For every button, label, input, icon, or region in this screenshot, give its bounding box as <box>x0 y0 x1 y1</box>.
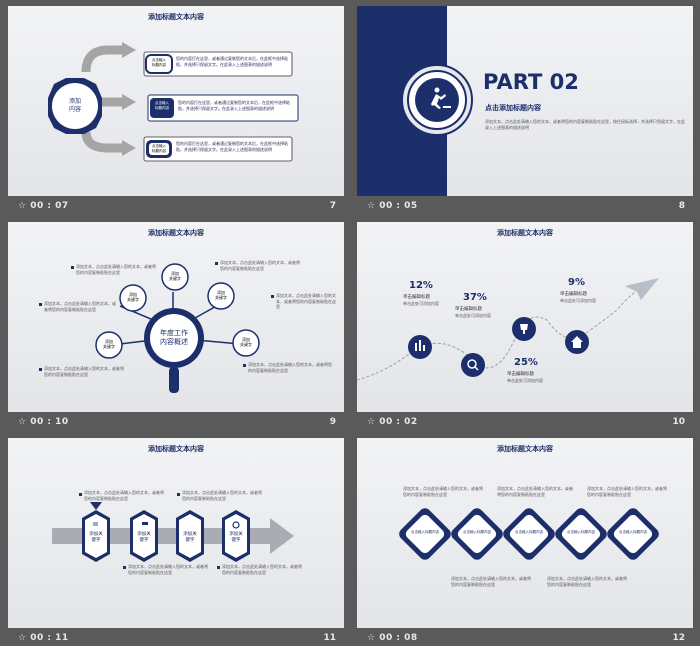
slide-number: 12 <box>672 633 685 643</box>
slide-title: 添加标题文本内容 <box>497 445 553 453</box>
long-arrow <box>52 518 294 554</box>
keyword-1: 添加 关键字 <box>169 271 181 281</box>
desc-top-3: 添加文本，点击此处请输入您的文本，或者将您的内容复制粘贴在这里 <box>587 486 667 497</box>
sublabel-4: 单击此处可添加内容 <box>560 298 596 303</box>
slide-number: 8 <box>678 201 685 211</box>
desc-bottom-1: 添加文本，点击此处请输入您的文本，或者将您的内容复制粘贴在这里 <box>451 576 531 587</box>
step-4-label: 添加关 键字 <box>229 532 243 543</box>
keyword-5: 添加 关键字 <box>240 337 252 347</box>
slide-title: 添加标题文本内容 <box>148 445 204 453</box>
label-3: 单击编辑标题 <box>507 372 534 377</box>
slide-graphic <box>48 42 299 162</box>
slide-preview[interactable]: 添加标题文本内容 <box>8 222 344 412</box>
slide-number: 11 <box>323 633 336 643</box>
desc-1: 添加文本，点击此处请输入您的文本，或者将您的内容复制粘贴在这里 <box>76 264 156 275</box>
slide-preview[interactable]: 添加标题文本内容 添加 内容 点击输入 标题内容 您的内容打在这里，或者通过复制… <box>8 6 344 196</box>
slide-number: 7 <box>329 201 336 211</box>
part-desc: 添加文本，点击此处请输入您的文本，或者将您的内容复制粘贴在这里，按住鼠标选择，并… <box>485 119 685 130</box>
percent-3: 25% <box>514 357 538 368</box>
diamond-nodes <box>399 508 659 560</box>
slide-preview[interactable]: PART 02 点击添加标题内容 添加文本，点击此处请输入您的文本，或者将您的内… <box>357 6 693 196</box>
slide-footer: ☆ 00 : 08 12 <box>357 630 693 646</box>
slide-preview[interactable]: 添加标题文本内容 添加 <box>8 438 344 628</box>
transition-time: ☆ 00 : 07 <box>18 201 69 211</box>
slide-graphic <box>52 493 294 569</box>
keyword-4: 添加 关键字 <box>103 339 115 349</box>
keyword-circles <box>95 263 260 359</box>
center-label: 年度工作 内容概述 <box>160 329 188 346</box>
node-5-label: 点击输入标题内容 <box>619 530 647 534</box>
slide-number: 9 <box>329 417 336 427</box>
box-2-label: 点击输入 标题内容 <box>155 101 169 110</box>
slide-footer: ☆ 00 : 10 9 <box>8 414 344 430</box>
slide-footer: ☆ 00 : 11 11 <box>8 630 344 646</box>
transition-time: ☆ 00 : 02 <box>367 417 418 427</box>
percent-2: 37% <box>463 292 487 303</box>
transition-time: ☆ 00 : 11 <box>18 633 69 643</box>
transition-time: ☆ 00 : 10 <box>18 417 69 427</box>
node-1-label: 点击输入标题内容 <box>411 530 439 534</box>
box-2-text: 您的内容打在这里，或者通过复制您的文本后，在此框中选择粘贴，并选择只保留文字。在… <box>178 100 290 111</box>
slide-footer: ☆ 00 : 02 10 <box>357 414 693 430</box>
desc-top-2: 添加文本，点击此处请输入您的文本，或者将您的内容复制粘贴在这里 <box>182 490 262 501</box>
slide-number: 10 <box>672 417 685 427</box>
label-1: 单击编辑标题 <box>403 295 430 300</box>
arrow-up <box>81 45 126 73</box>
desc-2: 添加文本，点击此处请输入您的文本，或者将您的内容复制粘贴在这里 <box>220 260 300 271</box>
slide-graphic <box>39 262 274 393</box>
box-3-text: 您的内容打在这里，或者通过复制您的文本后，在此框中选择粘贴，并选择只保留文字。在… <box>176 141 288 152</box>
label-4: 单击编辑标题 <box>560 292 587 297</box>
box-1-text: 您的内容打在这里，或者通过复制您的文本后，在此框中选择粘贴，并选择只保留文字。在… <box>176 56 288 67</box>
magnifier-handle <box>169 367 179 393</box>
paper-plane-icon <box>625 278 659 300</box>
desc-bottom-2: 添加文本，点击此处请输入您的文本，或者将您的内容复制粘贴在这里 <box>547 576 627 587</box>
label-2: 单击编辑标题 <box>455 307 482 312</box>
keyword-3: 添加 关键字 <box>215 290 227 300</box>
center-label: 添加 内容 <box>68 98 81 113</box>
box-3-label: 点击输入 标题内容 <box>152 144 166 153</box>
percent-1: 12% <box>409 280 433 291</box>
desc-5: 添加文本，点击此处请输入您的文本，或者将您的内容复制粘贴在这里 <box>44 366 124 377</box>
transition-time: ☆ 00 : 08 <box>367 633 418 643</box>
part-title: PART 02 <box>483 70 579 94</box>
slide-preview[interactable]: 添加标题文本内容 12% 37% 25% 9% 单击编辑标题 单击此处可添加内容… <box>357 222 693 412</box>
desc-top-1: 添加文本，点击此处请输入您的文本，或者将您的内容复制粘贴在这里 <box>84 490 164 501</box>
hexagon-steps <box>82 510 250 562</box>
runner-icon <box>431 87 451 109</box>
dashed-path <box>357 283 648 381</box>
slide-title: 添加标题文本内容 <box>148 13 204 21</box>
node-2-label: 点击输入标题内容 <box>463 530 491 534</box>
sublabel-3: 单击此处可添加内容 <box>507 378 543 383</box>
slide-title: 添加标题文本内容 <box>148 229 204 237</box>
desc-4: 添加文本，点击此处请输入您的文本，或者将您的内容复制粘贴在这里 <box>276 293 336 309</box>
slide-footer: ☆ 00 : 07 7 <box>8 198 344 214</box>
step-1-label: 添加关 键字 <box>89 532 103 543</box>
transition-time: ☆ 00 : 05 <box>367 201 418 211</box>
desc-top-1: 添加文本，点击此处请输入您的文本，或者将您的内容复制粘贴在这里 <box>403 486 483 497</box>
slide-preview[interactable]: 添加标题文本内容 点击输入标题内容 点击输入标题内容 点击输入标题内容 点击输入… <box>357 438 693 628</box>
desc-3: 添加文本，点击此处请输入您的文本，或者将您的内容复制粘贴在这里 <box>44 301 116 312</box>
percent-4: 9% <box>568 277 585 288</box>
node-3-label: 点击输入标题内容 <box>515 530 543 534</box>
slide-footer: ☆ 00 : 05 8 <box>357 198 693 214</box>
keyword-2: 添加 关键字 <box>127 292 139 302</box>
slide-title: 添加标题文本内容 <box>497 229 553 237</box>
slide-graphic <box>399 508 659 560</box>
sublabel-1: 单击此处可添加内容 <box>403 301 439 306</box>
arrow-down <box>81 131 126 153</box>
desc-6: 添加文本，点击此处请输入您的文本，或者将您的内容复制粘贴在这里 <box>248 362 332 373</box>
box-1-label: 点击输入 标题内容 <box>152 58 166 67</box>
milestone-circles <box>408 317 589 377</box>
desc-bottom-1: 添加文本，点击此处请输入您的文本，或者将您的内容复制粘贴在这里 <box>128 564 208 575</box>
slide-graphic <box>357 6 473 196</box>
sublabel-2: 单击此处可添加内容 <box>455 313 491 318</box>
slide-graphic <box>357 278 659 381</box>
step-3-label: 添加关 键字 <box>183 532 197 543</box>
node-4-label: 点击输入标题内容 <box>567 530 595 534</box>
desc-bottom-2: 添加文本，点击此处请输入您的文本，或者将您的内容复制粘贴在这里 <box>222 564 302 575</box>
step-2-label: 添加关 键字 <box>137 532 151 543</box>
desc-top-2: 添加文本，点击此处请输入您的文本，或者将您的内容复制粘贴在这里 <box>497 486 573 497</box>
part-subtitle: 点击添加标题内容 <box>485 104 541 112</box>
